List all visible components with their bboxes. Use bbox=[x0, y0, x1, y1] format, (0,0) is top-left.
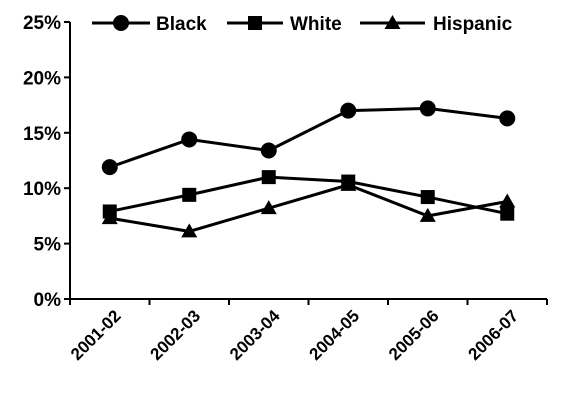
series-white bbox=[102, 170, 515, 221]
data-point-white bbox=[500, 206, 515, 221]
legend-item-white: White bbox=[227, 14, 342, 35]
x-tick-label: 2003-04 bbox=[226, 306, 284, 364]
legend-marker-white bbox=[248, 16, 262, 30]
x-tick-label: 2001-02 bbox=[67, 306, 125, 364]
data-point-hispanic bbox=[419, 207, 436, 222]
legend-item-black: Black bbox=[92, 14, 207, 35]
y-tick-label: 10% bbox=[23, 179, 61, 200]
data-point-hispanic bbox=[260, 200, 277, 215]
y-tick-label: 20% bbox=[23, 68, 61, 89]
x-tick-label: 2004-05 bbox=[306, 306, 364, 364]
series-layer bbox=[101, 100, 516, 238]
x-tick-label: 2005-06 bbox=[385, 306, 443, 364]
series-hispanic bbox=[101, 176, 516, 238]
data-point-black bbox=[181, 131, 198, 148]
data-point-white bbox=[182, 187, 197, 202]
data-point-hispanic bbox=[340, 176, 357, 191]
y-tick-label: 15% bbox=[23, 124, 61, 145]
x-axis-ticks: 2001-02 2002-03 2003-04 2004-05 2005-06 2006-… bbox=[67, 299, 548, 364]
series-line-hispanic bbox=[109, 183, 508, 233]
data-point-black bbox=[340, 102, 357, 119]
series-line-white bbox=[109, 175, 508, 216]
data-point-black bbox=[499, 110, 516, 127]
data-point-hispanic bbox=[499, 193, 516, 208]
axes bbox=[69, 22, 547, 300]
legend-marker-black bbox=[113, 15, 129, 31]
y-axis-ticks: 0% 5% 10% 15% 20% 25% bbox=[23, 13, 70, 311]
data-point-black bbox=[419, 100, 436, 117]
legend-item-hispanic: Hispanic bbox=[360, 14, 513, 35]
legend: Black White Hispanic bbox=[92, 14, 513, 35]
data-point-black bbox=[101, 159, 118, 176]
y-tick-label: 0% bbox=[34, 290, 62, 311]
legend-label-hispanic: Hispanic bbox=[433, 14, 513, 35]
y-tick-label: 5% bbox=[34, 235, 62, 256]
series-line-black bbox=[109, 106, 508, 169]
y-tick-label: 25% bbox=[23, 13, 61, 34]
series-black bbox=[101, 100, 516, 176]
legend-label-black: Black bbox=[156, 14, 207, 35]
data-point-white bbox=[261, 170, 276, 185]
data-point-white bbox=[420, 190, 435, 205]
x-tick-label: 2002-03 bbox=[147, 306, 205, 364]
legend-marker-hispanic bbox=[384, 15, 401, 29]
data-point-hispanic bbox=[101, 210, 118, 225]
data-point-hispanic bbox=[181, 223, 198, 238]
data-point-black bbox=[260, 142, 277, 159]
legend-label-white: White bbox=[290, 14, 342, 35]
x-tick-label: 2006-07 bbox=[465, 306, 523, 364]
